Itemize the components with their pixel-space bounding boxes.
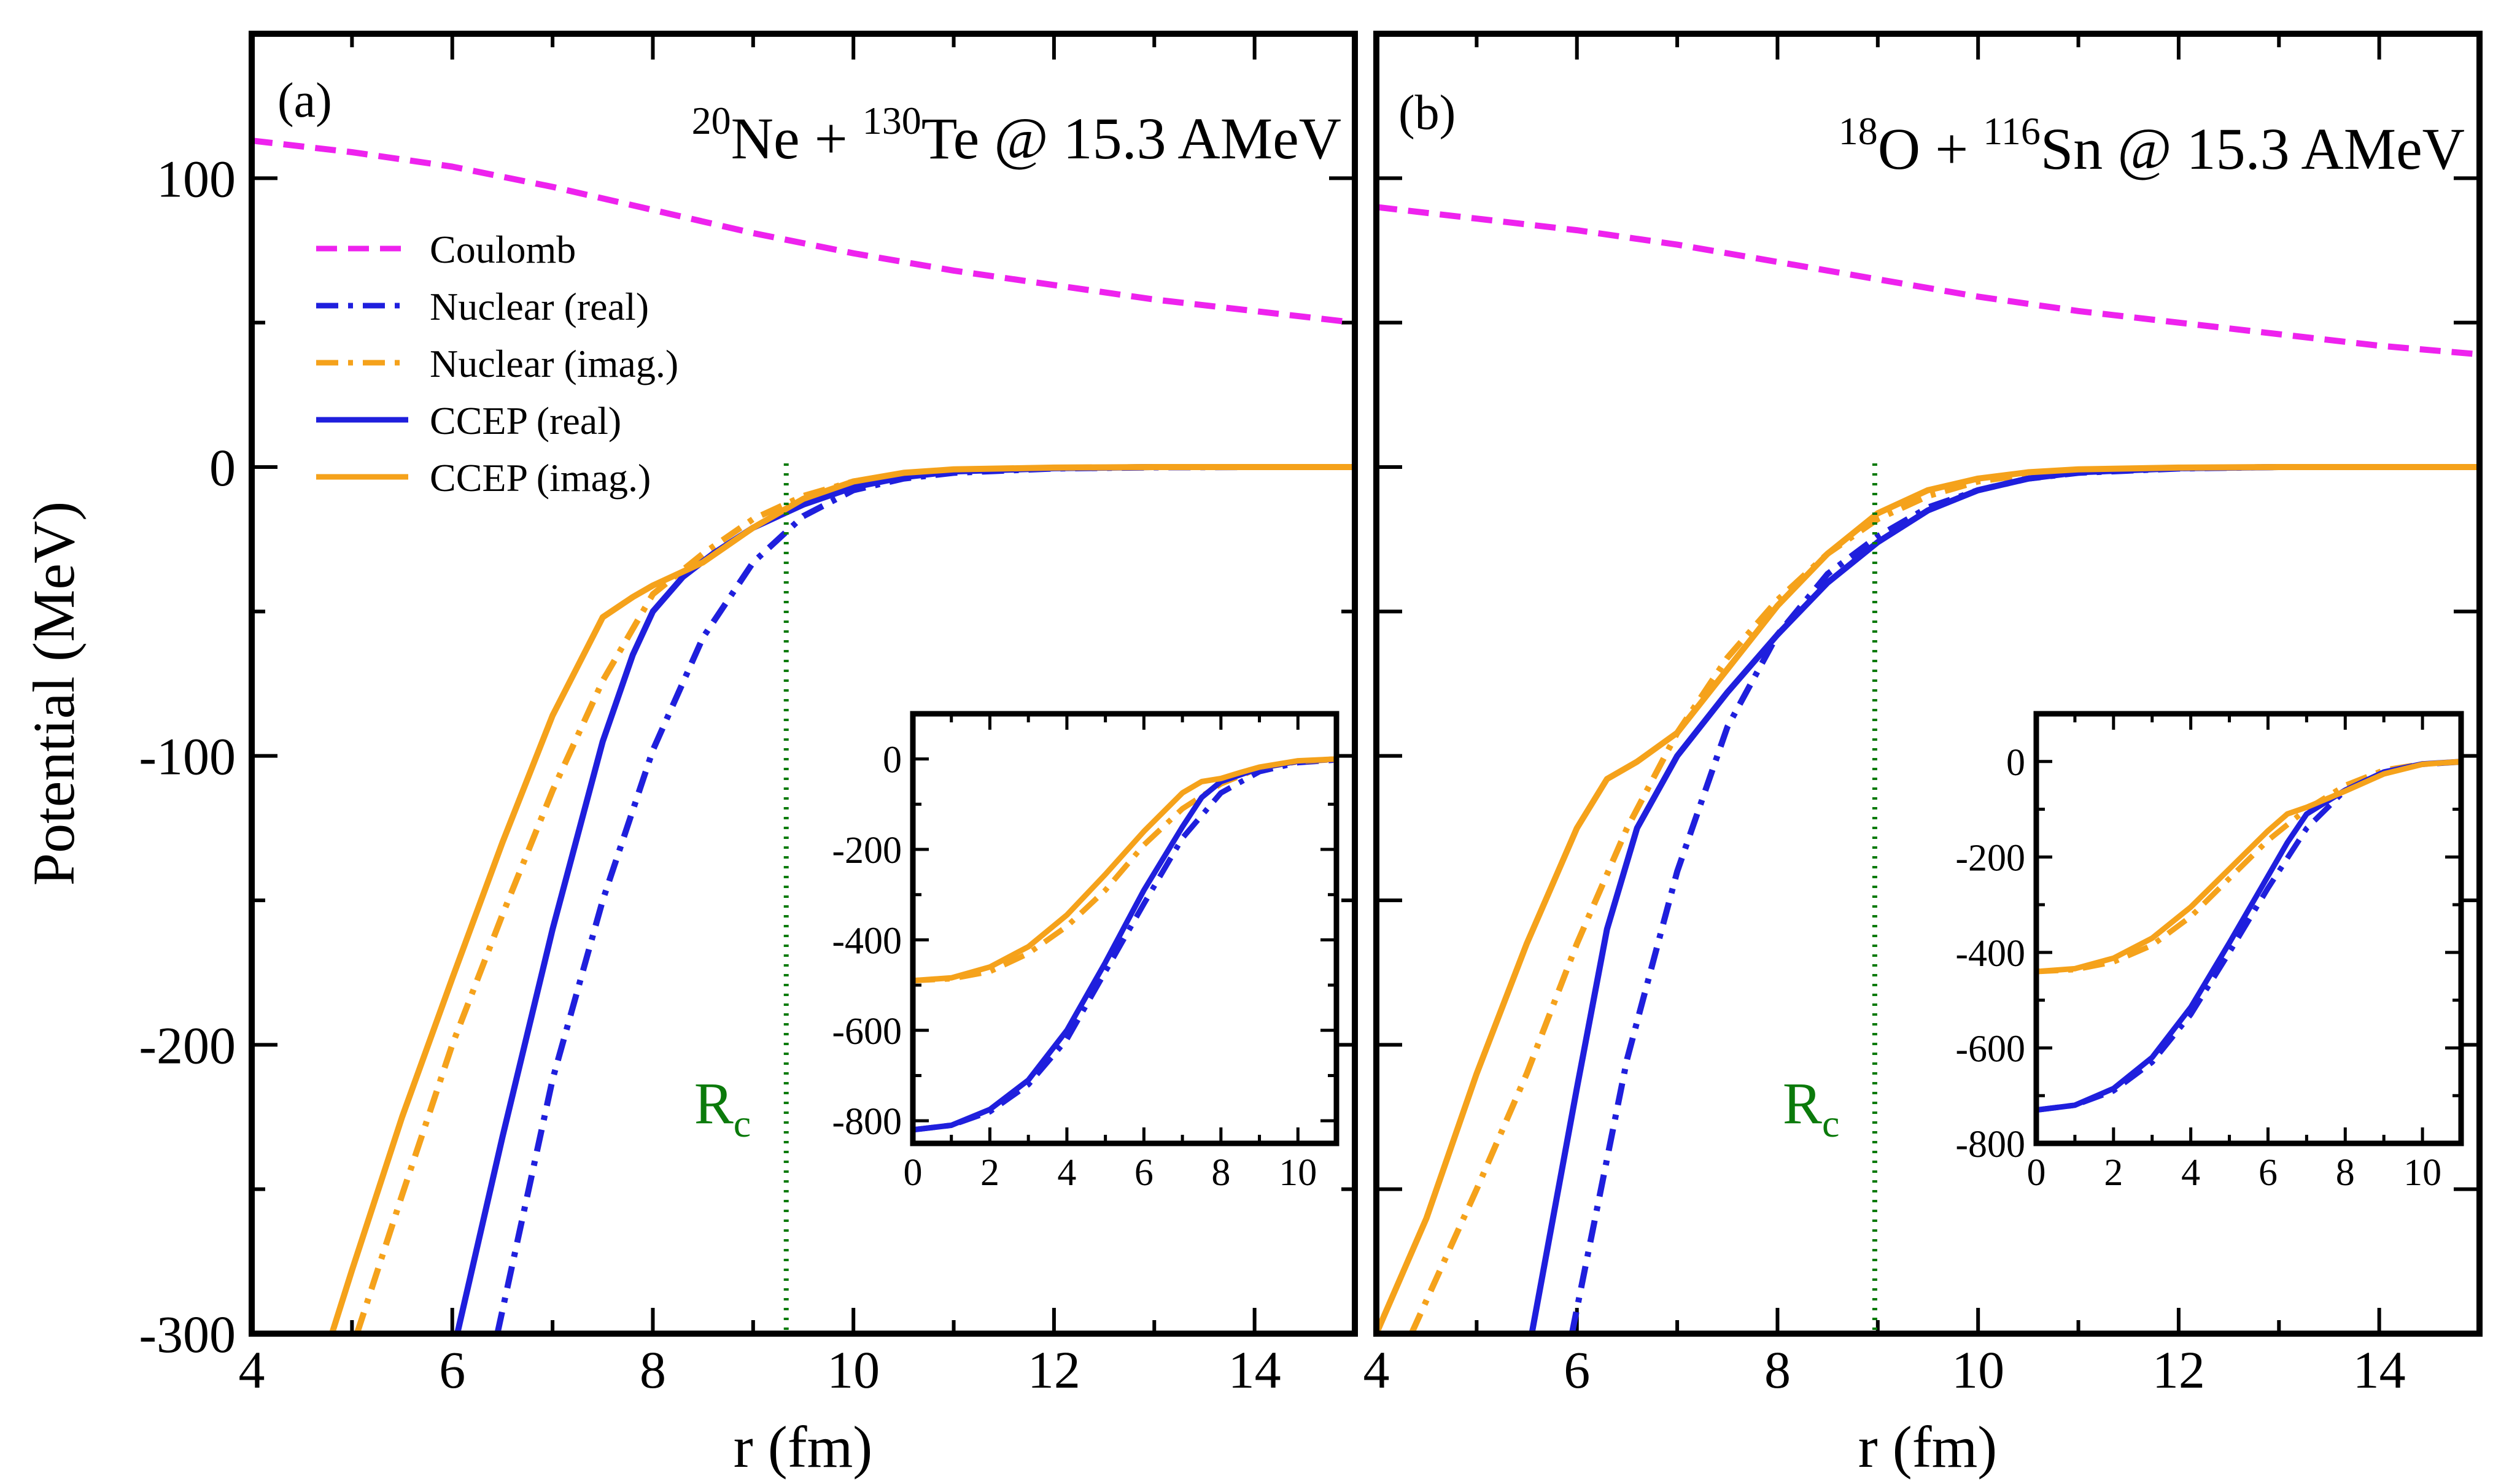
panel-b-x-tick-label: 6 [1564, 1340, 1590, 1399]
legend-entry-ccep-real: CCEP (real) [316, 399, 621, 442]
panel-b-series-coulomb [1376, 204, 2480, 358]
legend-entry-ccep-imag: CCEP (imag.) [316, 456, 651, 500]
panel-a-inset-x-tick-label: 2 [980, 1152, 999, 1194]
panel-b-label: (b) [1398, 86, 1456, 140]
legend-label-nuclear-imag: Nuclear (imag.) [430, 342, 678, 385]
panel-a-inset-series-ccep-imag [913, 756, 1336, 984]
panel-a-inset-x-tick-label: 10 [1279, 1152, 1317, 1194]
legend-entry-nuclear-real: Nuclear (real) [316, 285, 649, 328]
panel-a-inset-series [913, 756, 1336, 1133]
panel-b-inset-series-nuclear-imag [2036, 759, 2461, 975]
panel-a-x-tick-label: 6 [439, 1340, 465, 1399]
panel-b-inset-y-tick-label: -200 [1955, 837, 2025, 879]
panel-a-inset-x-tick-label: 0 [904, 1152, 923, 1194]
panel-a-series-ccep-imag [328, 464, 1355, 1334]
panel-a-inset-x-tick-label: 4 [1057, 1152, 1076, 1194]
panel-b-series-ccep-imag [1376, 464, 2480, 1334]
panel-b-inset-y-tick-labels: -800 -600 -400 -200 0 [1955, 742, 2025, 1165]
legend-label-ccep-imag: CCEP (imag.) [430, 456, 651, 500]
panel-b-inset-y-tick-label: -600 [1955, 1028, 2025, 1070]
panel-b-inset-x-tick-label: 2 [2104, 1152, 2123, 1194]
panel-b-series [1376, 204, 2480, 1334]
panel-b-rc-label: Rc [1783, 1070, 1839, 1145]
panel-a-inset-series-nuclear-real [913, 757, 1336, 1133]
panel-a-x-tick-label: 14 [1228, 1340, 1281, 1399]
panel-a-y-tick-label: -100 [139, 727, 236, 786]
panel-b-frame [1373, 31, 2483, 1337]
panel-b-inset-x-tick-labels: 0 2 4 6 8 10 [2027, 1152, 2442, 1194]
panel-a-x-axis-label: r (fm) [734, 1414, 873, 1480]
panel-a-inset-y-tick-label: -800 [832, 1101, 902, 1143]
panel-a-x-tick-labels: 4 6 8 10 12 14 [239, 1340, 1281, 1399]
panel-a-y-tick-label: -300 [139, 1305, 236, 1364]
legend-entry-nuclear-imag: Nuclear (imag.) [316, 342, 678, 385]
panel-b-inset-x-tick-label: 6 [2259, 1152, 2278, 1194]
panel-a-rc-label: Rc [694, 1070, 751, 1145]
panel-b-title: 18O + 116Sn @ 15.3 AMeV [1839, 109, 2465, 182]
panel-a-inset-x-tick-label: 6 [1134, 1152, 1154, 1194]
panel-a-title: 20Ne + 130Te @ 15.3 AMeV [692, 99, 1341, 171]
legend-label-ccep-real: CCEP (real) [430, 399, 621, 442]
panel-a-y-tick-label: -200 [139, 1016, 236, 1075]
panel-a-x-tick-label: 12 [1028, 1340, 1080, 1399]
panel-a-inset-y-tick-label: -200 [832, 830, 902, 871]
legend: Coulomb Nuclear (real) Nuclear (imag.) C… [316, 228, 678, 500]
panel-b-x-axis-label: r (fm) [1858, 1414, 1998, 1480]
panel-a-inset-frame [910, 711, 1340, 1146]
panel-a-inset: 0 2 4 6 8 10 -800 -600 -400 -200 0 [832, 711, 1340, 1194]
panel-b-inset: 0 2 4 6 8 10 -800 -600 -400 -200 0 [1955, 711, 2464, 1194]
panel-b: 4 6 8 10 12 14 Rc (b) 18O + 116Sn @ 15.3 AMeV… [1363, 31, 2483, 1480]
panel-b-inset-series [2036, 759, 2461, 1113]
panel-a-series [252, 137, 1355, 1334]
panel-a-x-tick-label: 8 [640, 1340, 666, 1399]
panel-b-x-tick-label: 4 [1363, 1340, 1390, 1399]
y-axis-label: Potential (MeV) [21, 501, 87, 886]
panel-b-inset-frame [2033, 711, 2464, 1146]
panel-b-inset-x-tick-label: 10 [2403, 1152, 2441, 1194]
panel-a-y-tick-labels: -300 -200 -100 0 100 [139, 149, 236, 1364]
panel-a-inset-y-tick-label: 0 [883, 740, 902, 781]
panel-b-inset-y-tick-label: 0 [2006, 742, 2025, 784]
legend-entry-coulomb: Coulomb [316, 228, 576, 271]
panel-b-inset-x-tick-label: 0 [2027, 1152, 2046, 1194]
panel-a-inset-x-tick-labels: 0 2 4 6 8 10 [904, 1152, 1317, 1194]
panel-a-inset-y-tick-labels: -800 -600 -400 -200 0 [832, 740, 902, 1143]
panel-b-x-tick-labels: 4 6 8 10 12 14 [1363, 1340, 2406, 1399]
panel-a-frame [249, 31, 1358, 1337]
panel-a-x-tick-label: 4 [239, 1340, 265, 1399]
panel-a-y-tick-label: 100 [157, 149, 236, 208]
panel-a-label: (a) [277, 74, 332, 128]
panel-b-inset-y-tick-label: -800 [1955, 1124, 2025, 1165]
panel-a-inset-x-tick-label: 8 [1211, 1152, 1230, 1194]
panel-b-x-tick-label: 8 [1764, 1340, 1791, 1399]
legend-label-coulomb: Coulomb [430, 228, 576, 271]
panel-b-inset-background [2036, 714, 2461, 1143]
panel-b-inset-series-ccep-imag [2036, 759, 2461, 975]
panel-a-inset-y-tick-label: -600 [832, 1011, 902, 1053]
panel-a-inset-y-tick-label: -400 [832, 920, 902, 962]
panel-a-y-tick-label: 0 [209, 438, 236, 497]
panel-b-x-tick-label: 10 [1952, 1340, 2004, 1399]
panel-b-inset-y-tick-label: -400 [1955, 933, 2025, 975]
panel-b-inset-x-tick-label: 8 [2336, 1152, 2355, 1194]
panel-a-series-coulomb [252, 137, 1355, 326]
panel-b-inset-series-nuclear-real [2036, 759, 2461, 1113]
panel-b-x-tick-label: 12 [2152, 1340, 2205, 1399]
panel-a-x-tick-label: 10 [827, 1340, 880, 1399]
panel-b-x-tick-label: 14 [2353, 1340, 2406, 1399]
legend-label-nuclear-real: Nuclear (real) [430, 285, 649, 328]
panel-b-inset-x-tick-label: 4 [2181, 1152, 2200, 1194]
